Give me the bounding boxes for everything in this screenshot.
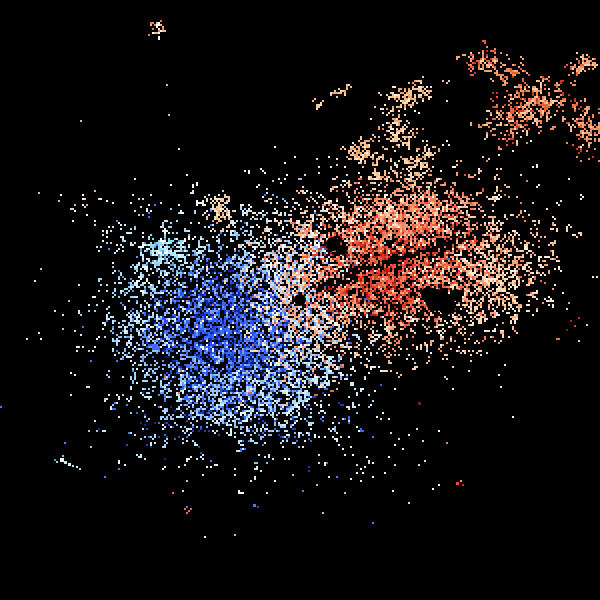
pixel-raster-canvas xyxy=(0,0,600,600)
pixel-raster-figure xyxy=(0,0,600,600)
